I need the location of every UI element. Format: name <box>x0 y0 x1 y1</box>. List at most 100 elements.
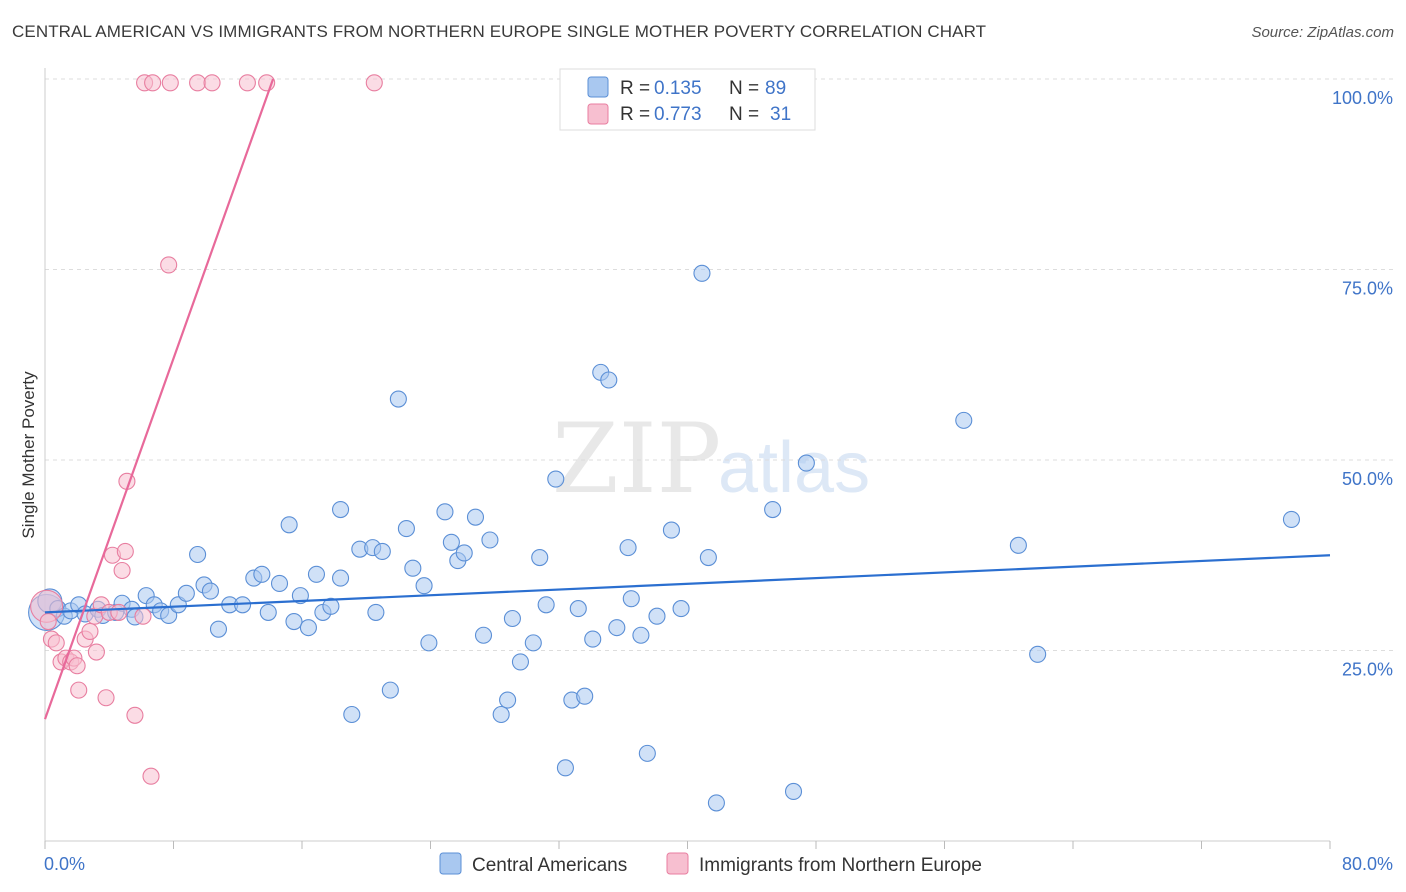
point-blue <box>955 411 973 429</box>
watermark: ZIP atlas <box>552 403 870 515</box>
point-blue <box>291 587 309 605</box>
tick-labels: 25.0% 50.0% 75.0% 100.0% 0.0% 80.0% <box>44 88 1393 874</box>
point-blue <box>608 619 626 637</box>
trend-line-pink <box>43 78 275 720</box>
point-pink <box>116 542 134 560</box>
legend-n-value-pink: 31 <box>770 104 791 125</box>
point-blue <box>547 470 565 488</box>
point-pink <box>110 603 128 621</box>
point-blue <box>584 630 602 648</box>
point-pink <box>70 681 88 699</box>
bottom-legend-label-blue: Central Americans <box>472 855 627 876</box>
point-blue <box>499 691 517 709</box>
point-blue <box>381 681 399 699</box>
point-blue <box>524 634 542 652</box>
legend-n-label-pink: N = <box>729 104 759 125</box>
y-tick-label: 75.0% <box>1342 279 1393 299</box>
point-blue <box>1009 536 1027 554</box>
point-pink <box>134 607 152 625</box>
legend-r-value-blue: 0.135 <box>654 78 702 99</box>
point-blue <box>389 390 407 408</box>
point-blue <box>511 653 530 671</box>
point-blue <box>343 705 361 724</box>
point-blue <box>285 612 303 631</box>
series-central-americans <box>28 264 1300 812</box>
legend-r-label-blue: R = <box>620 78 650 99</box>
legend-n-label-blue: N = <box>729 78 759 99</box>
source-label: Source: ZipAtlas.com <box>1251 24 1394 41</box>
point-blue <box>322 597 340 615</box>
point-blue <box>1029 645 1047 663</box>
point-blue <box>764 500 782 519</box>
point-blue <box>420 634 438 652</box>
bottom-legend-swatch-blue <box>439 852 462 875</box>
point-blue <box>537 596 555 614</box>
point-blue <box>189 545 207 564</box>
series-northern-europe <box>30 74 383 785</box>
watermark-zip: ZIP <box>552 403 721 515</box>
point-blue <box>331 569 350 587</box>
legend-n-value-blue: 89 <box>765 78 786 99</box>
x-tick-label-min: 0.0% <box>44 854 85 874</box>
point-blue <box>638 744 656 762</box>
point-pink <box>87 643 105 661</box>
point-blue <box>466 508 485 526</box>
point-blue <box>492 705 510 724</box>
trend-line-blue <box>44 554 1331 614</box>
legend-r-value-pink: 0.773 <box>654 104 702 125</box>
y-tick-label: 50.0% <box>1342 469 1393 489</box>
point-blue <box>209 620 228 638</box>
point-blue <box>556 759 574 777</box>
point-blue <box>699 548 717 567</box>
point-blue <box>481 531 499 549</box>
point-pink <box>39 612 57 631</box>
point-blue <box>299 619 317 637</box>
point-blue <box>404 559 422 577</box>
bottom-legend-label-pink: Immigrants from Northern Europe <box>699 855 982 876</box>
point-pink <box>144 74 162 92</box>
point-blue <box>569 600 587 618</box>
point-blue <box>531 548 549 567</box>
point-blue <box>576 687 594 705</box>
point-blue <box>600 371 618 389</box>
point-pink <box>238 74 256 92</box>
point-blue <box>622 590 640 608</box>
point-blue <box>503 609 521 628</box>
point-blue <box>270 574 289 592</box>
bottom-legend-swatch-pink <box>666 852 689 875</box>
point-blue <box>797 454 815 472</box>
point-blue <box>280 516 298 534</box>
point-blue <box>1282 510 1300 528</box>
point-blue <box>784 782 803 801</box>
point-blue <box>253 565 271 583</box>
point-pink <box>97 689 115 707</box>
point-blue <box>707 794 725 812</box>
legend: R = 0.135 N = 89 R = 0.773 N = 31 <box>559 68 816 131</box>
point-blue <box>331 500 350 519</box>
point-pink <box>68 657 86 675</box>
bottom-legend: Central Americans Immigrants from Northe… <box>439 852 982 876</box>
point-blue <box>632 626 650 644</box>
point-blue <box>259 603 277 621</box>
point-pink <box>161 74 179 92</box>
y-tick-label: 100.0% <box>1332 88 1393 108</box>
x-tick-label-max: 80.0% <box>1342 854 1393 874</box>
point-blue <box>662 521 680 539</box>
point-blue <box>201 582 219 600</box>
point-blue <box>177 584 195 602</box>
point-blue <box>648 607 666 625</box>
gridlines <box>45 78 1393 651</box>
chart-title: CENTRAL AMERICAN VS IMMIGRANTS FROM NORT… <box>12 22 987 41</box>
point-blue <box>307 565 326 583</box>
point-blue <box>455 544 473 562</box>
axes <box>44 68 1331 849</box>
point-blue <box>474 626 493 644</box>
point-pink <box>113 561 131 580</box>
legend-swatch-blue <box>587 76 609 98</box>
point-pink <box>81 622 99 641</box>
legend-r-label-pink: R = <box>620 104 650 125</box>
point-pink <box>203 74 221 92</box>
point-blue <box>619 539 637 557</box>
point-blue <box>373 542 391 560</box>
